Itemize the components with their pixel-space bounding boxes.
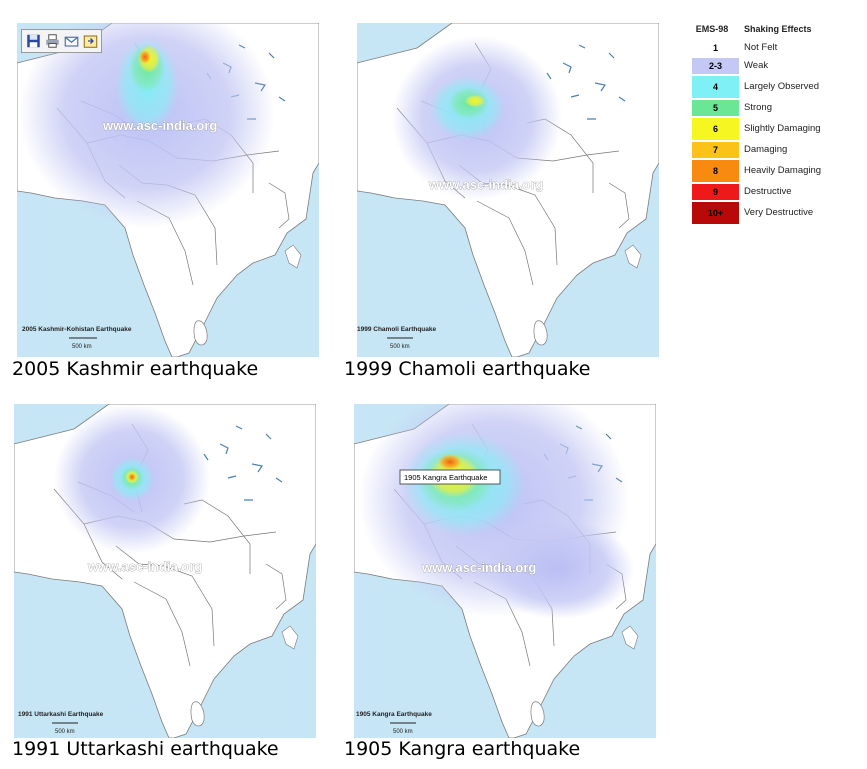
scale-label: 500 km (55, 729, 75, 735)
scale-label: 500 km (390, 344, 410, 350)
legend-row: 1 Not Felt (692, 40, 840, 56)
legend-label: Slightly Damaging (744, 123, 821, 134)
map-title: 1991 Uttarkashi Earthquake (18, 711, 104, 718)
email-icon[interactable] (63, 33, 80, 50)
legend-row: 5 Strong (692, 100, 840, 116)
zone-heavily-damaging (438, 454, 462, 470)
intensity-map[interactable]: www.asc-india.org 2005 Kashmir-Kohistan … (17, 23, 319, 357)
zone-weak-east (484, 519, 634, 619)
legend-row: 6 Slightly Damaging (692, 118, 840, 140)
scale-label: 500 km (393, 729, 413, 735)
legend-swatch: 9 (692, 184, 739, 200)
zone-slightly-damaging (465, 95, 485, 107)
legend-swatch: 6 (692, 118, 739, 140)
legend-swatch: 8 (692, 160, 739, 182)
legend-swatch: 2-3 (692, 58, 739, 74)
legend-swatch: 7 (692, 142, 739, 158)
watermark: www.asc-india.org (102, 118, 217, 133)
map-toolbar (21, 29, 102, 53)
legend-label: Largely Observed (744, 81, 819, 92)
map-title: 2005 Kashmir-Kohistan Earthquake (22, 326, 132, 333)
map-panel-kashmir-2005[interactable]: www.asc-india.org 2005 Kashmir-Kohistan … (17, 23, 319, 357)
event-popup (399, 469, 501, 485)
legend-swatch: 4 (692, 76, 739, 98)
map-panel-kangra-1905[interactable]: 1905 Kangra Earthquake www.asc-india.org… (354, 404, 656, 738)
legend-header: EMS-98 Shaking Effects (692, 24, 840, 38)
print-icon[interactable] (44, 33, 61, 50)
watermark: www.asc-india.org (421, 560, 536, 575)
event-popup-label: 1905 Kangra Earthquake (404, 473, 487, 482)
legend-swatch: 10+ (692, 202, 739, 224)
caption-kangra-1905: 1905 Kangra earthquake (344, 738, 581, 760)
caption-uttarkashi-1991: 1991 Uttarkashi earthquake (12, 738, 279, 760)
intensity-map[interactable]: www.asc-india.org 1991 Uttarkashi Earthq… (14, 404, 316, 738)
legend-scale-header: EMS-98 (695, 24, 729, 34)
intensity-map[interactable]: 1905 Kangra Earthquake www.asc-india.org… (354, 404, 656, 738)
map-panel-uttarkashi-1991[interactable]: www.asc-india.org 1991 Uttarkashi Earthq… (14, 404, 316, 738)
zone-heavily-damaging (139, 50, 151, 64)
export-icon[interactable] (82, 33, 99, 50)
map-title: 1999 Chamoli Earthquake (357, 326, 436, 333)
save-icon[interactable] (25, 33, 42, 50)
legend-label: Very Destructive (744, 207, 814, 218)
legend-swatch: 5 (692, 100, 739, 116)
legend-row: 2-3 Weak (692, 58, 840, 74)
legend-label: Not Felt (744, 42, 778, 53)
legend-label: Damaging (744, 144, 788, 155)
watermark: www.asc-india.org (87, 559, 202, 574)
legend-effects-header: Shaking Effects (744, 24, 812, 34)
legend-label: Weak (744, 60, 769, 71)
map-title: 1905 Kangra Earthquake (356, 711, 432, 718)
legend-label: Heavily Damaging (744, 165, 822, 176)
legend-row: 4 Largely Observed (692, 76, 840, 98)
legend-label: Destructive (744, 186, 792, 197)
scale-label: 500 km (72, 344, 92, 350)
legend-row: 7 Damaging (692, 142, 840, 158)
zone-heavily-damaging (128, 473, 136, 481)
intensity-map[interactable]: www.asc-india.org 1999 Chamoli Earthquak… (357, 23, 659, 357)
legend-swatch: 1 (692, 40, 739, 56)
caption-kashmir-2005: 2005 Kashmir earthquake (12, 358, 259, 380)
ems98-legend: EMS-98 Shaking Effects 1 Not Felt 2-3 Weak 4… (692, 24, 840, 224)
caption-chamoli-1999: 1999 Chamoli earthquake (344, 358, 591, 380)
legend-row: 9 Destructive (692, 184, 840, 200)
watermark: www.asc-india.org (428, 177, 543, 192)
legend-label: Strong (744, 102, 772, 113)
legend-row: 10+ Very Destructive (692, 202, 840, 224)
legend-row: 8 Heavily Damaging (692, 160, 840, 182)
map-panel-chamoli-1999[interactable]: www.asc-india.org 1999 Chamoli Earthquak… (357, 23, 659, 357)
